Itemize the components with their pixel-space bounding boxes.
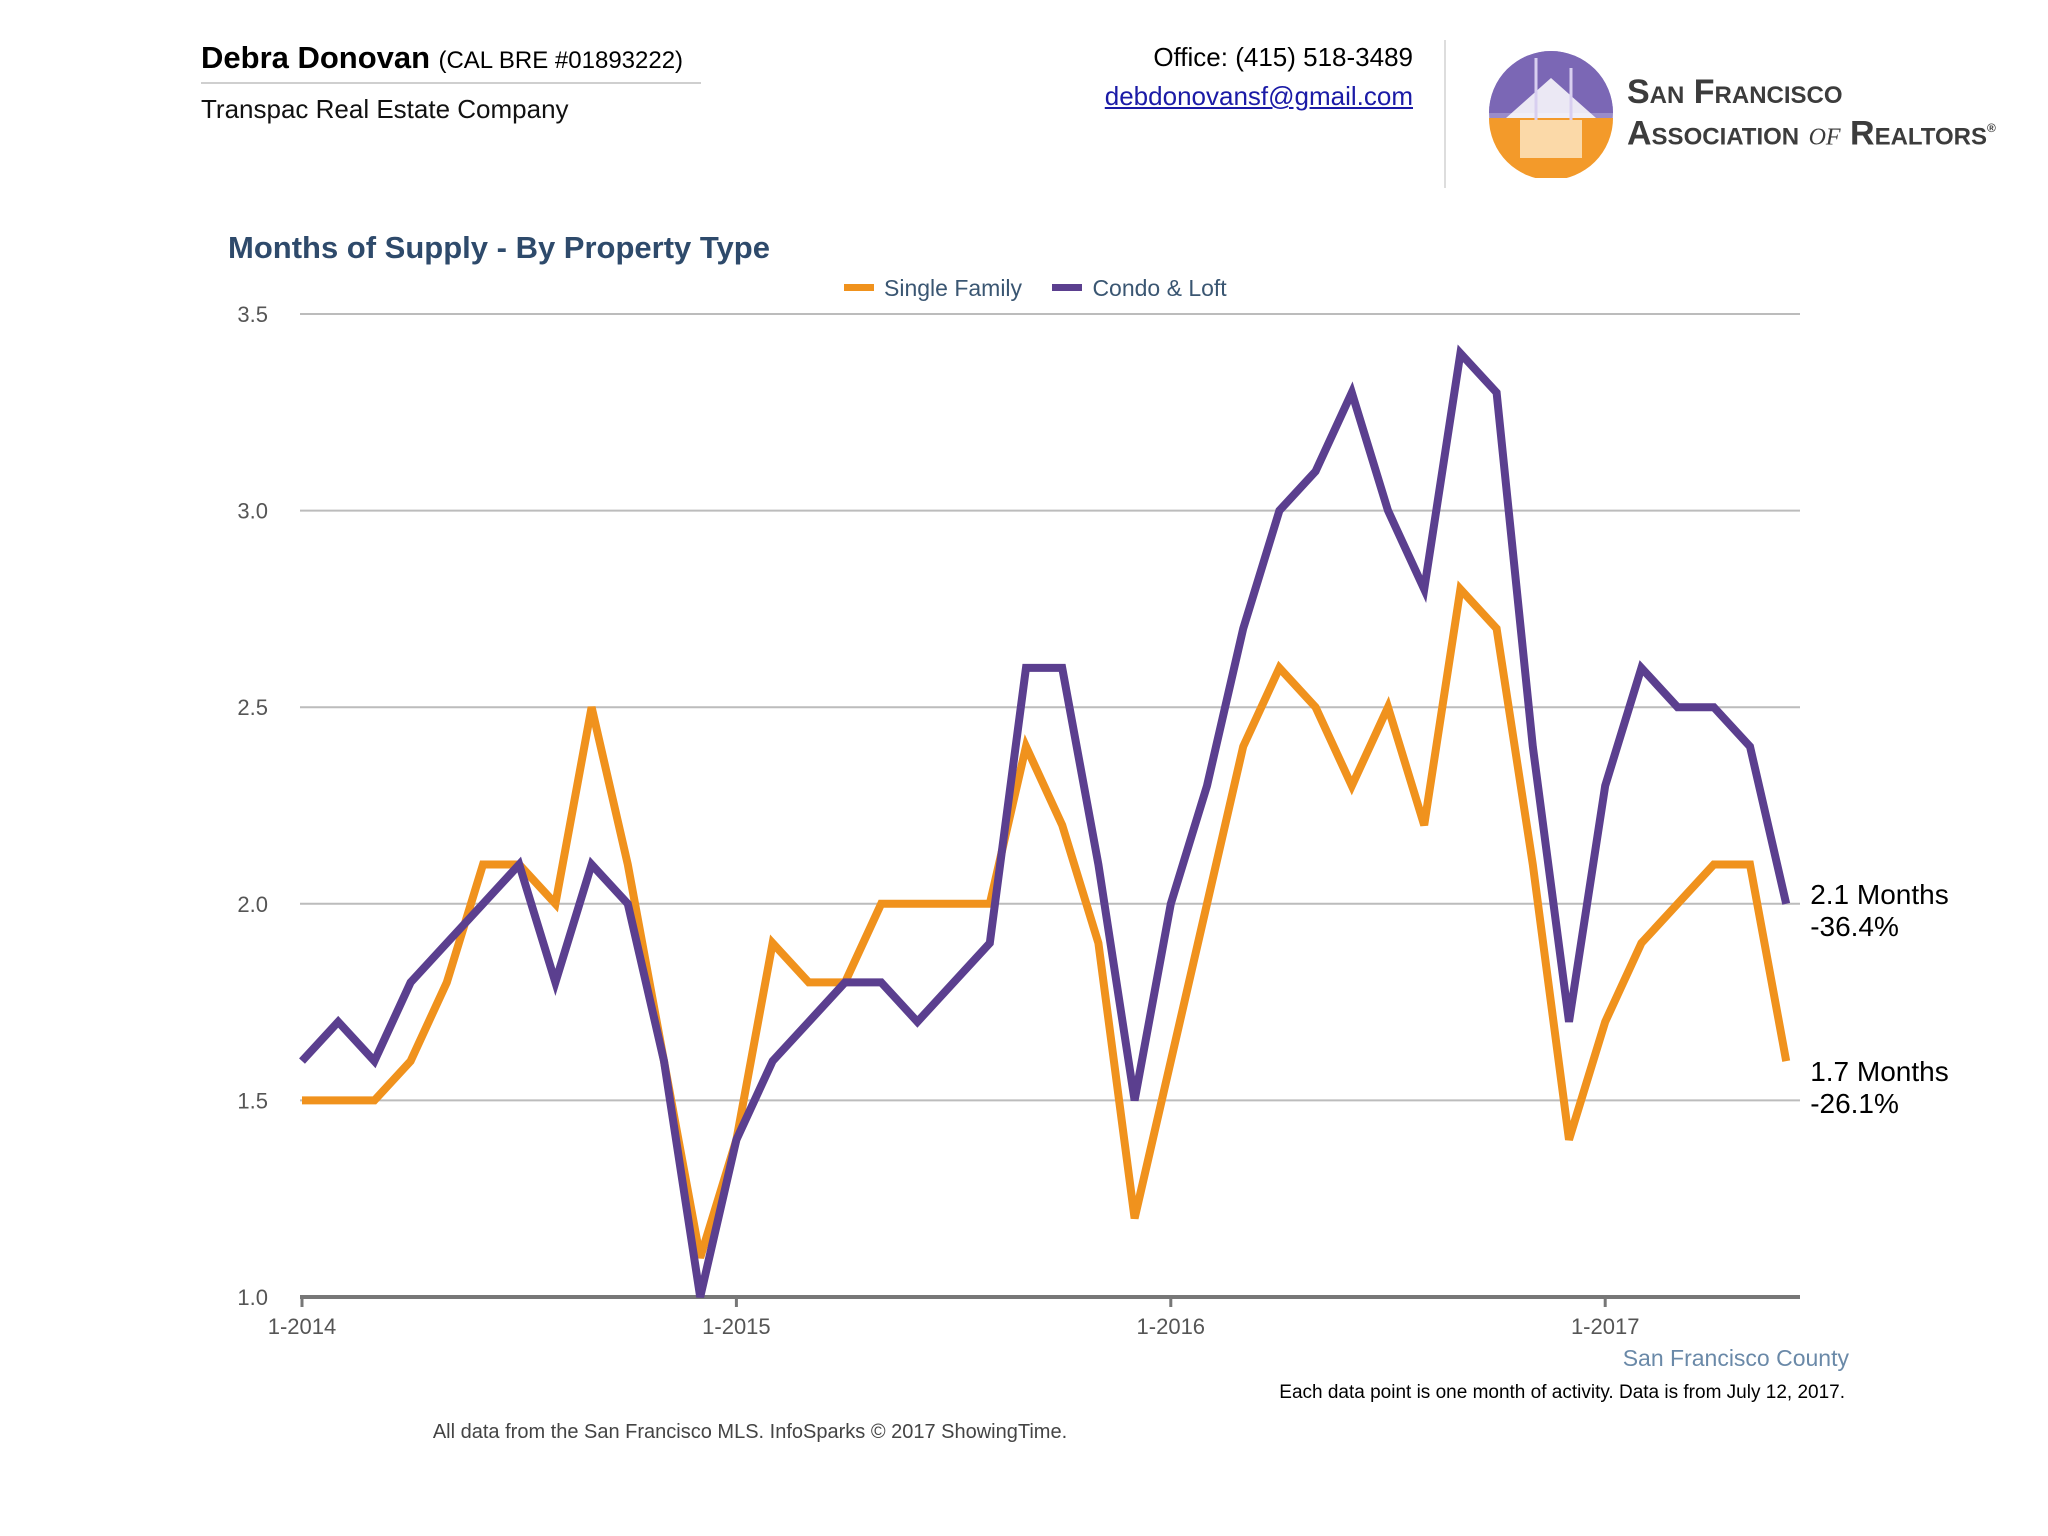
series-line-single-family: [302, 580, 1791, 1259]
logo-of: of: [1808, 115, 1841, 153]
logo-line-1: San Francisco: [1627, 73, 1843, 111]
sfar-logo-icon: [1489, 51, 1613, 178]
series-line-condo-loft: [299, 344, 1791, 1298]
y-tick-label: 1.5: [237, 1088, 268, 1113]
data-note: Each data point is one month of activity…: [1279, 1382, 1845, 1403]
logo-realtors: Realtors: [1840, 114, 1988, 153]
end-label-change: -36.4%: [1810, 911, 1899, 942]
logo-line-2: Association of Realtors®: [1627, 110, 1996, 152]
legend-swatch-condo-loft: [1052, 284, 1083, 292]
x-tick-label: 1-2017: [1571, 1314, 1640, 1339]
months-of-supply-chart: 1.0 1.5 2.0 2.5 3.0 3.5 1-2014 1-2015 1-2016 1-20…: [237, 302, 1949, 1339]
y-tick-label: 3.0: [237, 499, 268, 524]
logo-registered-mark: ®: [1987, 121, 1996, 135]
header-divider: [1444, 40, 1446, 188]
chart-title: Months of Supply - By Property Type: [228, 230, 770, 265]
y-tick-label: 1.0: [237, 1285, 268, 1310]
legend-label-condo-loft: Condo & Loft: [1092, 275, 1227, 301]
legend-label-single-family: Single Family: [884, 275, 1023, 301]
x-tick-label: 1-2015: [702, 1314, 771, 1339]
contact-block: Office: (415) 518-3489 debdonovansf@gmai…: [1105, 42, 1413, 112]
agent-block: Debra Donovan (CAL BRE #01893222) Transp…: [201, 40, 701, 125]
agent-name-line: Debra Donovan (CAL BRE #01893222): [201, 40, 701, 84]
end-label-change: -26.1%: [1810, 1088, 1899, 1119]
logo-association: Association: [1627, 114, 1809, 153]
agent-company: Transpac Real Estate Company: [201, 94, 569, 124]
y-tick-label: 2.0: [237, 892, 268, 917]
agent-name: Debra Donovan: [201, 40, 431, 75]
email-link[interactable]: debdonovansf@gmail.com: [1104, 81, 1413, 111]
agent-license: (CAL BRE #01893222): [438, 47, 684, 74]
end-label-value: 2.1 Months: [1810, 879, 1949, 910]
sfar-logo-text: San Francisco Association of Realtors®: [1627, 74, 1996, 152]
x-tick-label: 1-2014: [268, 1314, 337, 1339]
chart-legend: Single Family Condo & Loft: [844, 275, 1251, 302]
legend-item-single-family: Single Family: [844, 275, 1022, 302]
legend-item-condo-loft: Condo & Loft: [1052, 275, 1227, 302]
y-tick-label: 3.5: [237, 302, 268, 327]
legend-swatch-single-family: [844, 284, 874, 292]
y-tick-label: 2.5: [237, 695, 268, 720]
end-label-value: 1.7 Months: [1810, 1056, 1949, 1087]
office-phone: Office: (415) 518-3489: [1153, 42, 1413, 72]
x-tick-label: 1-2016: [1137, 1314, 1206, 1339]
data-source: All data from the San Francisco MLS. Inf…: [432, 1421, 1068, 1443]
county-label: San Francisco County: [1622, 1345, 1849, 1371]
